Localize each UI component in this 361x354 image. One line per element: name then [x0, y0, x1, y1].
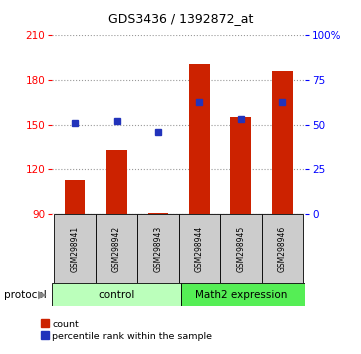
Bar	[262, 214, 303, 283]
Bar	[179, 214, 220, 283]
Bar	[220, 214, 262, 283]
Bar	[137, 214, 179, 283]
Bar	[55, 214, 96, 283]
Bar	[106, 150, 127, 214]
Text: ▶: ▶	[38, 290, 47, 299]
Text: GSM298944: GSM298944	[195, 225, 204, 272]
Text: GSM298946: GSM298946	[278, 225, 287, 272]
Bar	[272, 71, 293, 214]
Text: GSM298942: GSM298942	[112, 225, 121, 272]
Text: Math2 expression: Math2 expression	[195, 290, 287, 300]
Bar	[189, 64, 210, 214]
Bar	[181, 283, 305, 306]
Bar	[96, 214, 137, 283]
Bar	[65, 180, 86, 214]
Text: protocol: protocol	[4, 290, 46, 299]
Text: control: control	[98, 290, 135, 300]
Bar	[148, 213, 168, 214]
Text: GSM298943: GSM298943	[153, 225, 162, 272]
Text: GSM298941: GSM298941	[71, 225, 80, 272]
Text: GSM298945: GSM298945	[236, 225, 245, 272]
Bar	[230, 117, 251, 214]
Bar	[52, 283, 181, 306]
Legend: count, percentile rank within the sample: count, percentile rank within the sample	[41, 320, 212, 341]
Text: GDS3436 / 1392872_at: GDS3436 / 1392872_at	[108, 12, 253, 25]
